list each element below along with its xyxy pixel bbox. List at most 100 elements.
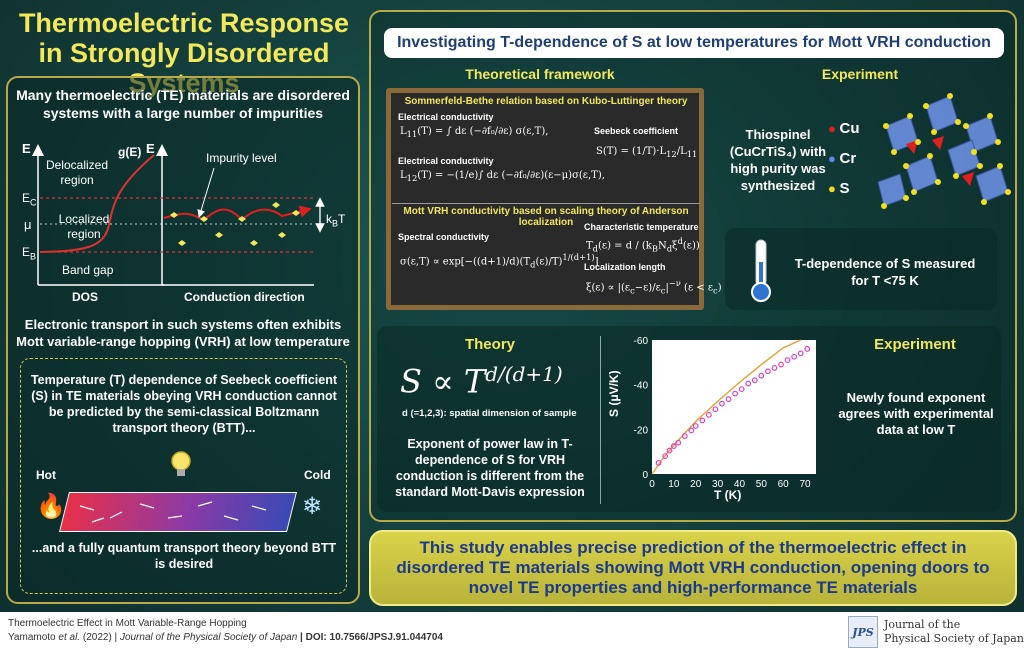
cr-dot-icon: ● — [828, 151, 836, 166]
plot-area — [652, 340, 816, 474]
data-point — [662, 453, 669, 460]
data-point — [784, 357, 791, 364]
formula-sub: d (=1,2,3): spatial dimension of sample — [402, 408, 577, 419]
tdep-text: T-dependence of S measured for T <75 K — [794, 256, 976, 288]
y-tick-label: 0 — [642, 470, 648, 481]
s-dot-icon: ● — [828, 181, 836, 196]
x-tick-label: 60 — [778, 479, 790, 490]
x-ticks: 0 10 20 30 40 50 60 70 — [649, 479, 811, 490]
jps-logo: JPS — [848, 616, 878, 648]
exp-text: Newly found exponent agrees with experim… — [838, 390, 994, 437]
fire-icon: 🔥 — [36, 493, 66, 520]
tdep-box — [725, 228, 997, 310]
legend-s: ● S — [828, 180, 850, 197]
x-tick-label: 10 — [668, 479, 680, 490]
dos-label: DOS — [72, 290, 99, 304]
x-tick-label: 40 — [734, 479, 746, 490]
data-point — [699, 417, 706, 424]
x-axis-label: T (K) — [714, 488, 742, 502]
data-point — [655, 459, 662, 466]
hot-label: Hot — [36, 468, 56, 482]
power-law-formula: S ∝ Td/(d+1) — [400, 362, 563, 401]
journal-name: Journal of the Physical Society of Japan — [884, 618, 1024, 645]
eq-s: S(T) = (1/T)·L12/L11 — [596, 146, 698, 159]
board-ec2: Electrical conductivity — [398, 156, 494, 166]
dashed-box — [20, 358, 347, 594]
conduction-label: Conduction direction — [184, 290, 305, 304]
data-point — [670, 443, 677, 449]
snowflake-icon: ❄ — [302, 493, 323, 520]
localized-label: Localized region — [58, 212, 110, 241]
x-tick-label: 70 — [800, 479, 812, 490]
x-tick-label: 20 — [690, 479, 702, 490]
data-point — [778, 361, 784, 368]
delocalized-label: Delocalized region — [45, 158, 109, 187]
x-tick-label: 0 — [649, 479, 655, 490]
data-point — [692, 423, 699, 429]
data-point — [688, 427, 695, 434]
board-char-temp: Characteristic temperature — [584, 222, 699, 232]
exponent-text: Exponent of power law in T-dependence of… — [395, 437, 585, 499]
eq-xi: ξ(ε) ∝ |(εc−ε)/εc|−ν (ε < εc) — [586, 278, 722, 296]
lightbulb-icon — [171, 451, 191, 476]
data-point — [666, 447, 673, 454]
experiment-label-2: Experiment — [874, 336, 956, 353]
board-ec1: Electrical conductivity — [398, 112, 494, 122]
poster-title: Thermoelectric Response in Strongly Diso… — [18, 8, 350, 98]
theory-label: Theory — [464, 336, 515, 353]
data-point — [681, 433, 688, 439]
data-point — [712, 406, 719, 413]
e-label-1: E — [22, 141, 31, 156]
legend-cu: ● Cu — [828, 120, 860, 137]
data-point — [745, 380, 752, 387]
x-tick-label: 50 — [756, 479, 768, 490]
data-point — [732, 390, 738, 397]
band-diagram — [32, 144, 325, 286]
data-point — [804, 346, 811, 352]
thiospinel-text: Thiospinel (CuCrTiS₄) with high purity w… — [729, 127, 827, 193]
eb-label: EB — [22, 245, 37, 262]
eq-l12: L12(T) = −(1/e)∫ dε (−∂f₀/∂ε)(ε−μ)σ(ε,T)… — [400, 170, 605, 183]
y-tick-label: -40 — [634, 381, 649, 392]
cold-label: Cold — [304, 468, 331, 482]
eq-sigma: σ(ε,T) ∝ exp[−((d+1)/d)(Td(ε)/T)1/(d+1)] — [400, 252, 599, 270]
data-point — [751, 377, 758, 384]
crystal-structure — [877, 93, 1011, 209]
y-tick-label: -60 — [634, 336, 649, 347]
impurity-label: Impurity level — [206, 151, 277, 165]
carrier-arrows — [79, 501, 267, 523]
right-heading: Investigating T-dependence of S at low t… — [384, 28, 1004, 58]
legend-cr: ● Cr — [828, 150, 857, 167]
x-tick-label: 30 — [712, 479, 724, 490]
mu-label: μ — [24, 217, 32, 232]
eq-td: Td(ε) = d / (kBNdξd(ε)) — [586, 236, 700, 254]
box-text: Temperature (T) dependence of Seebeck co… — [30, 373, 338, 435]
seebeck-chart: 0 -20 -40 -60 0 10 20 30 40 50 60 70 — [634, 336, 816, 490]
transport-text: Electronic transport in such systems oft… — [16, 317, 350, 349]
e-label-2: E — [146, 141, 155, 156]
data-point — [738, 386, 745, 393]
ec-label: EC — [22, 191, 37, 208]
dos-curve — [39, 154, 155, 253]
box-end-text: ...and a fully quantum transport theory … — [31, 541, 337, 571]
data-point — [764, 368, 771, 375]
theoretical-label: Theoretical framework — [465, 66, 615, 82]
board-title-1: Sommerfeld-Bethe relation based on Kubo-… — [404, 96, 688, 107]
data-point — [705, 411, 712, 418]
y-tick-label: -20 — [634, 425, 649, 436]
data-point — [791, 353, 798, 360]
footer-title: Thermoelectric Effect in Mott Variable-R… — [8, 618, 247, 629]
kbt-label: kBT — [326, 212, 346, 229]
hopping-path — [163, 205, 312, 222]
y-ticks: 0 -20 -40 -60 — [634, 336, 649, 481]
cu-dot-icon: ● — [828, 121, 836, 136]
board-seebeck: Seebeck coefficient — [594, 126, 679, 136]
data-point — [771, 365, 778, 371]
board-spectral: Spectral conductivity — [398, 232, 490, 242]
conclusion-banner: This study enables precise prediction of… — [369, 530, 1017, 606]
data-point — [758, 372, 765, 379]
g-label: g(E) — [118, 145, 142, 159]
board-title-2: Mott VRH conductivity based on scaling t… — [403, 206, 689, 228]
band-gap-label: Band gap — [62, 263, 114, 277]
footer-text: Thermoelectric Effect in Mott Variable-R… — [8, 617, 443, 645]
